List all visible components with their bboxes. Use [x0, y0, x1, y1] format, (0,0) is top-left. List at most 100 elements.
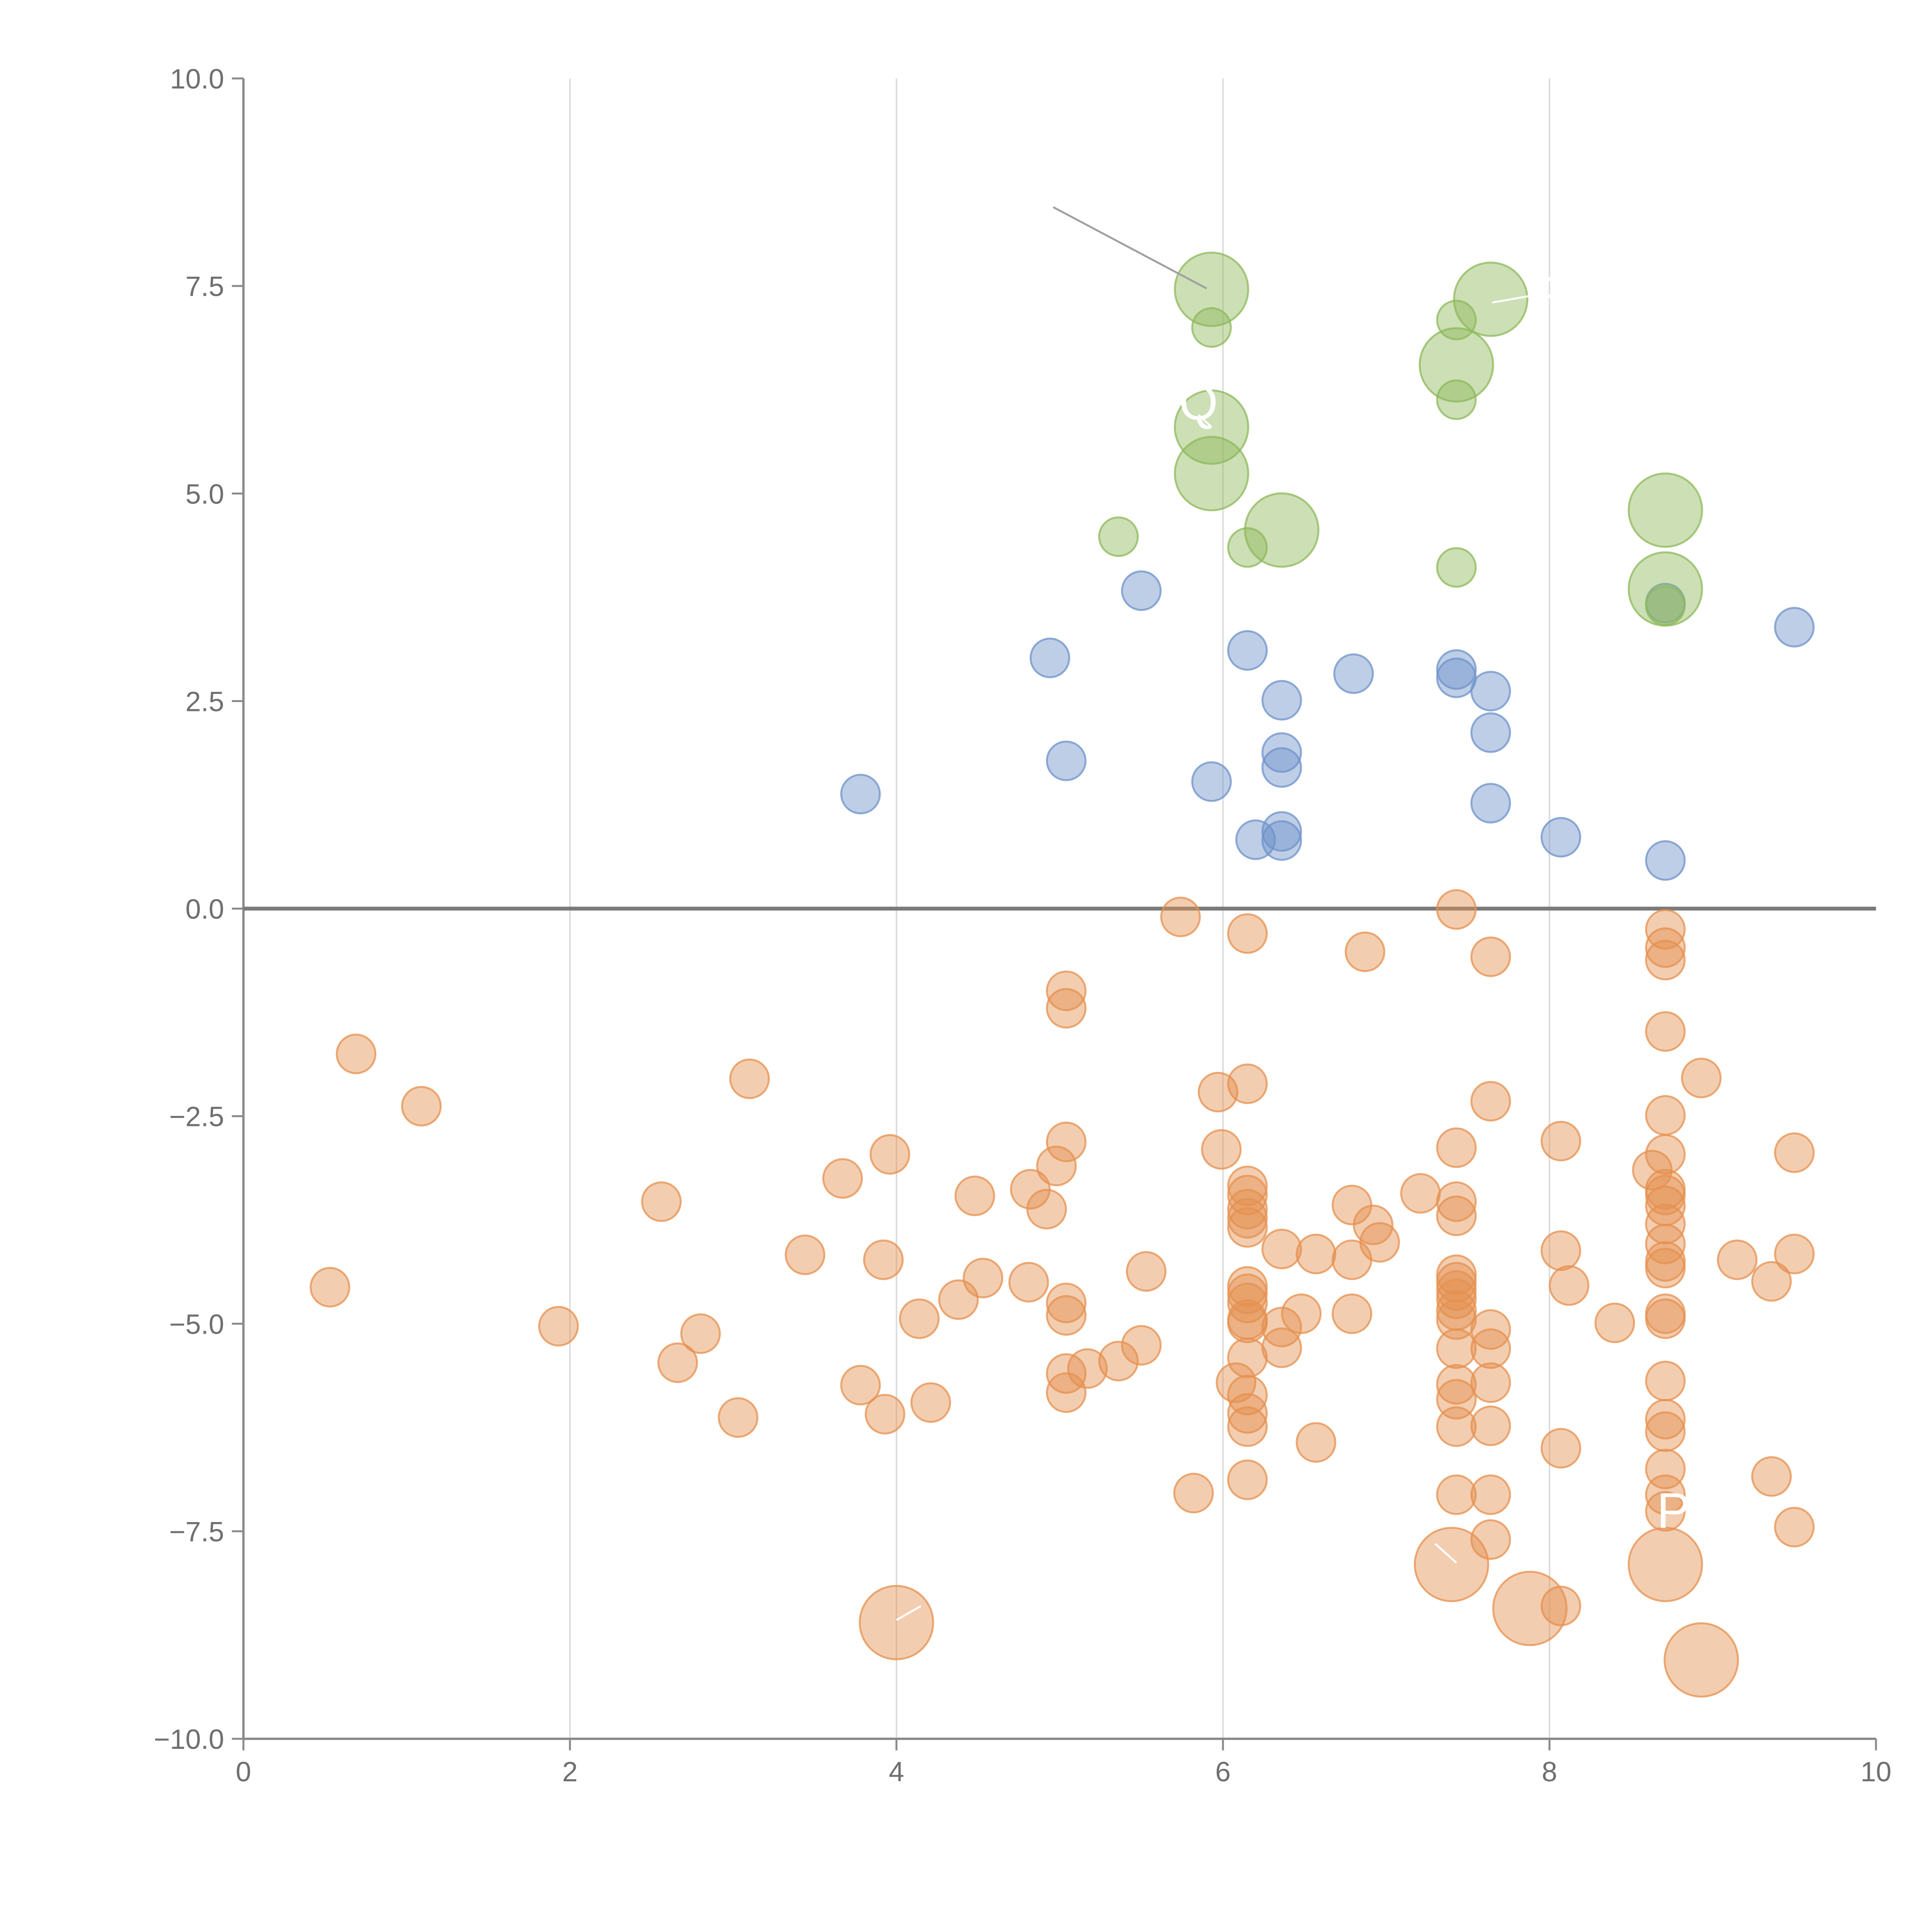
orange-data-point: [1098, 1340, 1139, 1381]
orange-data-point: [1492, 1571, 1568, 1646]
blue-data-point: [1436, 657, 1477, 698]
orange-data-point: [1227, 1207, 1268, 1248]
blue-data-point: [1261, 747, 1302, 788]
green-data-point: [1098, 516, 1139, 557]
blue-data-point: [1541, 817, 1582, 858]
orange-data-point: [680, 1313, 721, 1354]
orange-data-point: [963, 1258, 1003, 1299]
orange-data-point: [538, 1306, 579, 1347]
axes: [242, 78, 1876, 1740]
orange-data-point: [1436, 1474, 1477, 1515]
blue-data-point: [1121, 570, 1162, 611]
green-data-point: [1191, 307, 1232, 348]
orange-data-point: [1227, 1189, 1268, 1230]
orange-data-point: [1026, 1189, 1067, 1230]
orange-data-point: [1227, 913, 1268, 954]
orange-data-point: [1645, 1223, 1686, 1264]
orange-data-point: [899, 1298, 940, 1339]
orange-data-point: [657, 1342, 698, 1383]
y-tick-label: 5.0: [185, 479, 224, 510]
blue-data-point: [1191, 761, 1232, 802]
orange-data-point: [1400, 1173, 1441, 1214]
y-tick-label: 2.5: [185, 686, 224, 717]
orange-data-point: [1436, 1195, 1477, 1236]
orange-data-point: [1436, 889, 1477, 930]
orange-data-point: [1436, 1364, 1477, 1405]
orange-data-point: [1201, 1129, 1242, 1170]
orange-data-point: [1227, 1198, 1268, 1239]
blue-data-point: [1046, 740, 1087, 781]
y-tick-label: 0.0: [185, 894, 224, 925]
blue-data-point: [1227, 630, 1268, 671]
orange-data-point: [1067, 1348, 1108, 1389]
blue-data-point: [840, 774, 881, 815]
annotation-label: P: [1657, 1482, 1690, 1539]
y-tick-label: −5.0: [169, 1309, 224, 1340]
data-points: [310, 252, 1815, 1698]
orange-data-point: [1436, 1262, 1477, 1303]
orange-data-point: [1681, 1058, 1722, 1099]
orange-data-point: [1751, 1456, 1792, 1497]
orange-data-point: [1046, 1295, 1087, 1336]
orange-data-point: [822, 1158, 863, 1199]
blue-data-point: [1261, 732, 1302, 773]
green-data-point: [1173, 436, 1249, 512]
orange-data-point: [1261, 1306, 1302, 1347]
orange-data-point: [1663, 1622, 1739, 1698]
orange-data-point: [401, 1086, 442, 1127]
orange-data-point: [1470, 1328, 1511, 1369]
orange-data-point: [1436, 1299, 1477, 1340]
orange-data-point: [1227, 1459, 1268, 1500]
annotations: P Q P: [896, 206, 1690, 1621]
orange-data-point: [1261, 1228, 1302, 1269]
orange-data-point: [1541, 1585, 1582, 1626]
y-tick-label: 10.0: [170, 64, 224, 95]
orange-data-point: [1121, 1325, 1162, 1366]
orange-data-point: [1541, 1428, 1582, 1469]
orange-data-point: [641, 1181, 682, 1222]
orange-data-point: [1296, 1233, 1337, 1274]
orange-data-point: [1774, 1132, 1815, 1173]
orange-data-point: [954, 1175, 995, 1216]
orange-data-point: [1645, 1491, 1686, 1532]
orange-data-point: [1359, 1222, 1400, 1263]
orange-data-point: [310, 1267, 350, 1308]
orange-data-point: [1774, 1233, 1815, 1274]
y-axis-ticks: 10.0 7.5 5.0 2.5 0.0 −2.5 −5.0 −7.5 −10.0: [154, 64, 243, 1755]
orange-data-point: [1645, 1474, 1686, 1515]
orange-data-point: [863, 1239, 904, 1280]
orange-data-point: [1470, 1081, 1511, 1122]
orange-data-point: [1470, 1362, 1511, 1403]
orange-data-point: [859, 1585, 934, 1660]
x-tick-label: 8: [1542, 1757, 1557, 1787]
orange-data-point: [1436, 1328, 1477, 1369]
blue-data-point: [1261, 680, 1302, 721]
blue-data-point: [1470, 783, 1511, 824]
annotation-leader-line: [1053, 206, 1207, 289]
orange-data-point: [1414, 1527, 1489, 1602]
green-data-point: [1436, 379, 1477, 420]
annotation-label: P: [1529, 266, 1563, 323]
orange-data-point: [1645, 1248, 1686, 1289]
blue-data-point: [1470, 712, 1511, 753]
orange-data-point: [1436, 1406, 1477, 1447]
green-data-point: [1645, 585, 1686, 626]
y-tick-label: −10.0: [154, 1724, 224, 1755]
orange-data-point: [1436, 1127, 1477, 1168]
x-tick-label: 0: [236, 1757, 251, 1787]
annotation-leader-line: [1197, 414, 1213, 428]
orange-data-point: [1261, 1327, 1302, 1368]
blue-data-point: [1261, 811, 1302, 852]
y-tick-label: −2.5: [169, 1102, 224, 1133]
orange-data-point: [1628, 1527, 1703, 1602]
x-tick-label: 4: [889, 1757, 904, 1787]
orange-data-point: [718, 1397, 759, 1438]
orange-data-point: [1227, 1375, 1268, 1416]
orange-data-point: [1645, 1298, 1686, 1339]
annotation-leader-line: [1434, 1543, 1457, 1564]
orange-data-point: [1541, 1230, 1582, 1271]
orange-data-point: [864, 1394, 905, 1435]
orange-data-point: [1436, 1278, 1477, 1319]
blue-data-point: [1436, 649, 1477, 690]
